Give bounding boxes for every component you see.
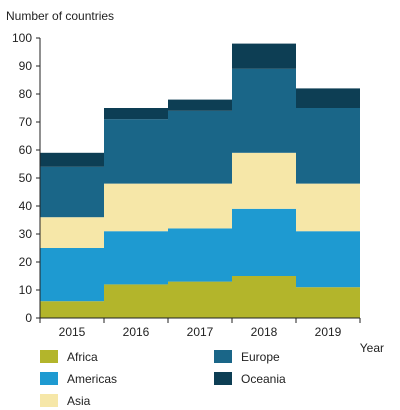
bar-oceania-2015 bbox=[40, 152, 104, 167]
bar-americas-2017 bbox=[168, 228, 232, 282]
y-tick-label: 40 bbox=[19, 199, 33, 213]
y-tick-label: 50 bbox=[19, 171, 33, 185]
bar-africa-2017 bbox=[168, 281, 232, 318]
bar-americas-2019 bbox=[296, 231, 360, 288]
y-tick-label: 10 bbox=[19, 283, 33, 297]
legend-label-europe: Europe bbox=[241, 350, 280, 364]
legend-label-asia: Asia bbox=[67, 394, 91, 408]
x-axis-title: Year bbox=[360, 341, 384, 355]
x-tick-label: 2016 bbox=[123, 325, 150, 339]
y-tick-label: 60 bbox=[19, 143, 33, 157]
bar-europe-2017 bbox=[168, 110, 232, 184]
bar-oceania-2016 bbox=[104, 108, 168, 120]
x-tick-label: 2015 bbox=[59, 325, 86, 339]
bar-americas-2015 bbox=[40, 248, 104, 302]
y-tick-label: 90 bbox=[19, 59, 33, 73]
bar-asia-2019 bbox=[296, 183, 360, 232]
bar-europe-2018 bbox=[232, 68, 296, 153]
x-tick-label: 2017 bbox=[187, 325, 214, 339]
bar-oceania-2017 bbox=[168, 99, 232, 111]
bar-oceania-2018 bbox=[232, 43, 296, 69]
legend-swatch-americas bbox=[40, 372, 58, 385]
x-tick-label: 2018 bbox=[251, 325, 278, 339]
bar-oceania-2019 bbox=[296, 88, 360, 108]
plot-area: 0 10 20 30 40 50 60 70 80 90 100 2015 2016 2017 2018 20… bbox=[12, 31, 361, 339]
bar-africa-2019 bbox=[296, 287, 360, 318]
x-tick-label: 2019 bbox=[315, 325, 342, 339]
bar-americas-2016 bbox=[104, 231, 168, 285]
bar-africa-2015 bbox=[40, 301, 104, 318]
y-tick-label: 70 bbox=[19, 115, 33, 129]
bar-americas-2018 bbox=[232, 208, 296, 276]
legend-label-americas: Americas bbox=[67, 372, 117, 386]
legend-swatch-oceania bbox=[214, 372, 232, 385]
y-tick-label: 30 bbox=[19, 227, 33, 241]
y-tick-label: 20 bbox=[19, 255, 33, 269]
bar-asia-2016 bbox=[104, 183, 168, 232]
bar-asia-2017 bbox=[168, 183, 232, 229]
bar-africa-2018 bbox=[232, 276, 296, 318]
y-axis-title: Number of countries bbox=[6, 9, 114, 23]
bar-europe-2019 bbox=[296, 108, 360, 184]
legend: Africa Americas Asia Europe Oceania bbox=[40, 350, 286, 408]
y-tick-label: 100 bbox=[12, 31, 32, 45]
y-tick-label: 0 bbox=[25, 311, 32, 325]
legend-label-africa: Africa bbox=[67, 350, 98, 364]
bar-asia-2018 bbox=[232, 152, 296, 209]
legend-swatch-africa bbox=[40, 350, 58, 363]
bar-europe-2016 bbox=[104, 119, 168, 184]
bar-africa-2016 bbox=[104, 284, 168, 318]
y-tick-label: 80 bbox=[19, 87, 33, 101]
legend-swatch-europe bbox=[214, 350, 232, 363]
legend-label-oceania: Oceania bbox=[241, 372, 286, 386]
legend-swatch-asia bbox=[40, 394, 58, 407]
bar-asia-2015 bbox=[40, 217, 104, 248]
bar-europe-2015 bbox=[40, 166, 104, 218]
